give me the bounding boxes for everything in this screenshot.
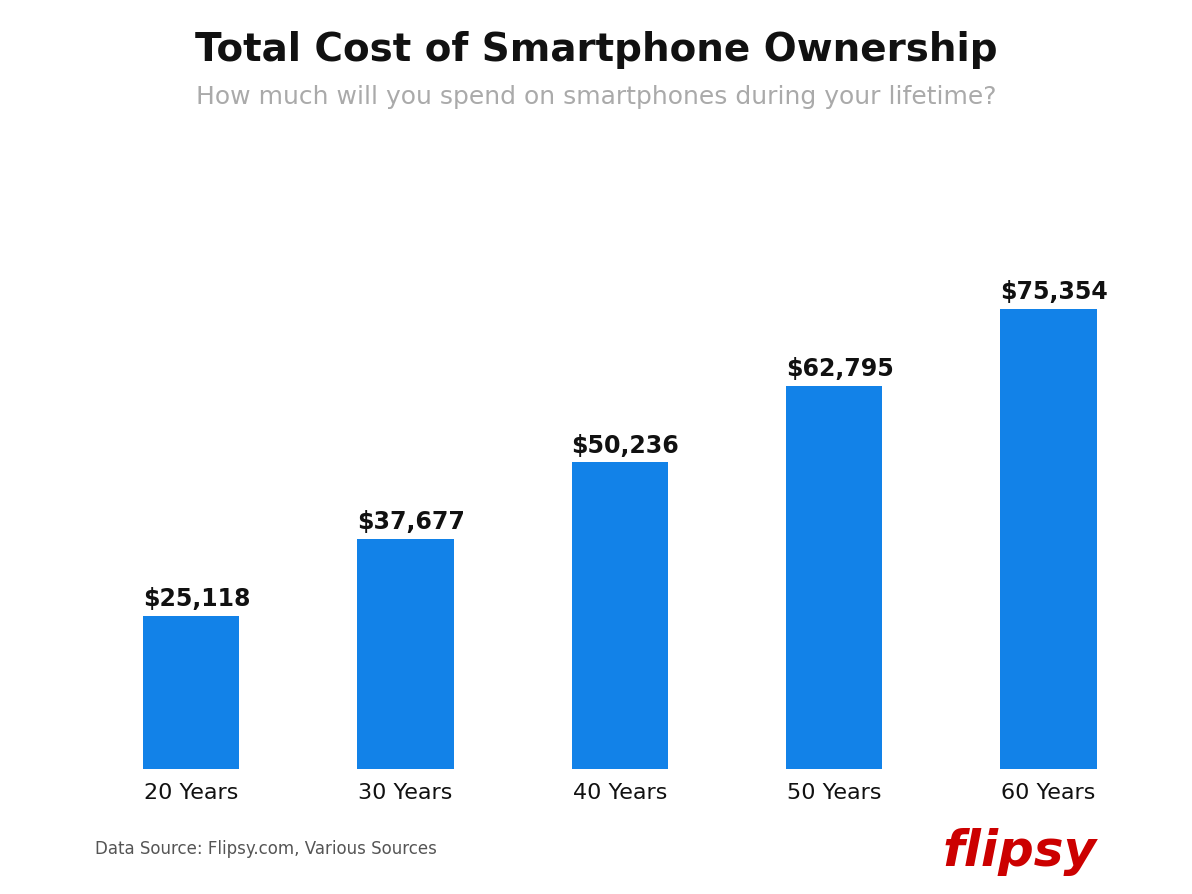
Bar bbox=[572, 462, 668, 769]
Bar bbox=[358, 539, 454, 769]
Text: $62,795: $62,795 bbox=[786, 357, 894, 381]
Text: Data Source: Flipsy.com, Various Sources: Data Source: Flipsy.com, Various Sources bbox=[95, 840, 437, 858]
Text: $50,236: $50,236 bbox=[572, 434, 679, 458]
Text: $75,354: $75,354 bbox=[1000, 281, 1107, 304]
Text: flipsy: flipsy bbox=[943, 828, 1097, 876]
Text: How much will you spend on smartphones during your lifetime?: How much will you spend on smartphones d… bbox=[195, 85, 997, 109]
Text: $25,118: $25,118 bbox=[143, 586, 250, 611]
Bar bbox=[143, 616, 240, 769]
Bar bbox=[1000, 309, 1097, 769]
Text: Total Cost of Smartphone Ownership: Total Cost of Smartphone Ownership bbox=[194, 31, 998, 70]
Bar bbox=[786, 386, 882, 769]
Text: $37,677: $37,677 bbox=[358, 510, 465, 534]
